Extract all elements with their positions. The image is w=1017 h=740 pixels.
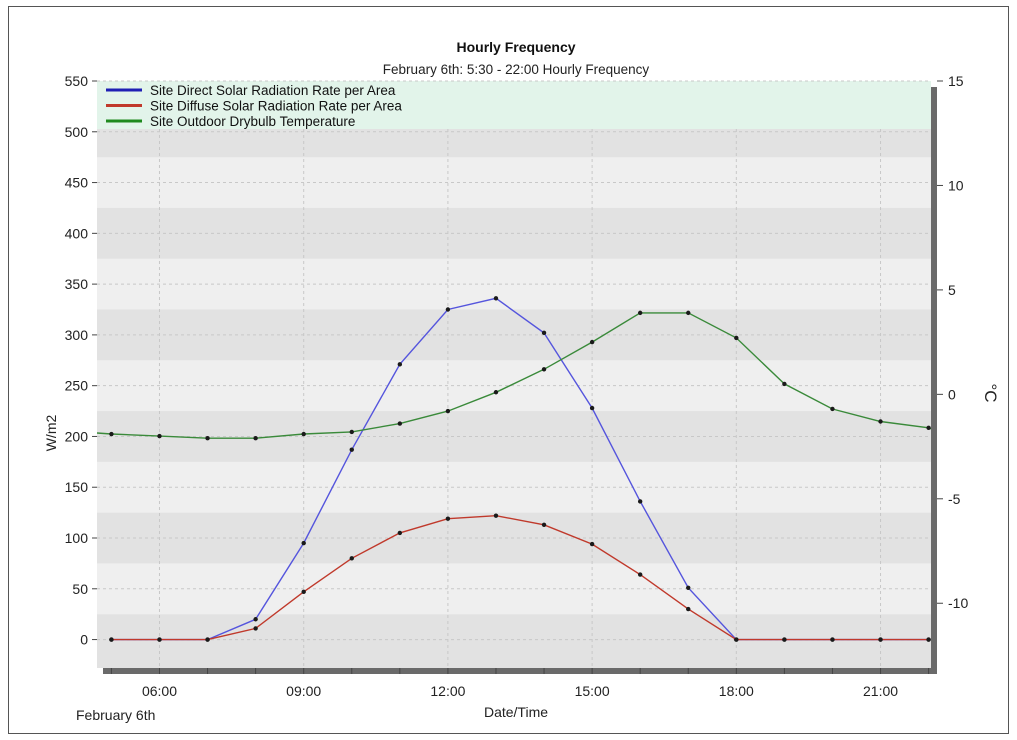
data-point (445, 516, 451, 521)
data-point (734, 335, 739, 341)
x-tick-label: 12:00 (430, 683, 465, 699)
y-axis-left-label: W/m2 (43, 415, 59, 452)
chart-svg: Hourly Frequency February 6th: 5:30 - 22… (43, 39, 1000, 723)
data-point (686, 606, 691, 612)
y-left-tick-label: 400 (65, 225, 89, 241)
data-point (493, 296, 499, 301)
data-point (878, 419, 883, 424)
data-point (878, 637, 883, 642)
plot-background (97, 81, 931, 668)
data-point (253, 436, 258, 441)
legend: Site Direct Solar Radiation Rate per Are… (97, 81, 931, 129)
data-point (349, 447, 354, 452)
data-point (782, 637, 787, 642)
y-left-tick-label: 50 (72, 581, 88, 597)
data-point (734, 637, 739, 642)
data-point (637, 499, 643, 504)
data-point (205, 436, 210, 441)
y-left-tick-label: 450 (65, 175, 89, 191)
data-point (397, 530, 403, 536)
data-point (157, 637, 162, 642)
data-point (926, 425, 931, 430)
legend-entry-label: Site Outdoor Drybulb Temperature (150, 114, 355, 129)
data-point (109, 637, 114, 642)
y-axis-right-label: °C (981, 383, 1000, 402)
data-point (397, 362, 403, 367)
data-point (349, 429, 354, 435)
data-point (349, 556, 354, 561)
data-point (686, 585, 691, 590)
data-point (637, 310, 643, 316)
data-point (686, 310, 691, 316)
grid (97, 80, 931, 668)
legend-entry-label: Site Direct Solar Radiation Rate per Are… (150, 83, 396, 98)
data-point (541, 522, 547, 528)
x-tick-label: 18:00 (719, 683, 754, 699)
y-left-tick-label: 350 (65, 276, 89, 292)
series-line (96, 312, 932, 439)
y-right-tick-label: 15 (948, 73, 964, 89)
data-point (541, 367, 547, 372)
data-point (541, 330, 547, 336)
x-axis-date-label: February 6th (76, 707, 155, 723)
x-tick-label: 09:00 (286, 683, 321, 699)
series-site-outdoor-drybulb-temperature (96, 310, 932, 441)
y-left-tick-label: 0 (80, 632, 88, 648)
y-right-tick-label: 5 (948, 282, 956, 298)
data-point (157, 433, 162, 439)
x-tick-label: 06:00 (142, 683, 177, 699)
y-right-tick-label: -5 (948, 491, 961, 507)
y-left-tick-label: 150 (65, 479, 89, 495)
x-tick-label: 15:00 (575, 683, 610, 699)
chart-frame: Hourly Frequency February 6th: 5:30 - 22… (8, 6, 1009, 734)
y-left-tick-label: 200 (65, 428, 89, 444)
data-point (926, 637, 931, 642)
data-point (589, 339, 595, 345)
series-line (111, 514, 929, 641)
data-point (301, 431, 306, 437)
y-right-tick-label: 10 (948, 177, 964, 193)
series-layer (96, 296, 932, 642)
data-point (589, 405, 595, 411)
x-axis-label: Date/Time (484, 704, 548, 720)
y-left-tick-label: 100 (65, 530, 89, 546)
data-point (205, 637, 210, 642)
data-point (493, 513, 499, 518)
data-point (253, 626, 258, 631)
data-point (397, 421, 403, 426)
data-point (301, 589, 306, 595)
chart-subtitle: February 6th: 5:30 - 22:00 Hourly Freque… (383, 62, 650, 77)
y-right-tick-label: -10 (948, 595, 968, 611)
data-point (493, 390, 499, 395)
data-point (301, 540, 306, 546)
y-left-tick-label: 250 (65, 378, 89, 394)
legend-box (97, 81, 931, 129)
data-point (830, 637, 835, 642)
data-point (445, 307, 451, 312)
y-left-tick-label: 300 (65, 327, 89, 343)
data-point (109, 431, 114, 437)
data-point (830, 406, 835, 412)
plot-band (97, 614, 931, 668)
data-point (253, 617, 258, 622)
data-point (445, 408, 451, 414)
chart-title: Hourly Frequency (456, 39, 575, 55)
y-left-tick-label: 500 (65, 124, 89, 140)
y-left-tick-label: 550 (65, 73, 89, 89)
y-right-tick-label: 0 (948, 386, 956, 402)
series-site-diffuse-solar-radiation-rate-per-area (109, 513, 931, 642)
x-tick-label: 21:00 (863, 683, 898, 699)
legend-entry-label: Site Diffuse Solar Radiation Rate per Ar… (150, 99, 402, 114)
data-point (589, 541, 595, 547)
data-point (782, 381, 787, 387)
data-point (637, 572, 643, 577)
